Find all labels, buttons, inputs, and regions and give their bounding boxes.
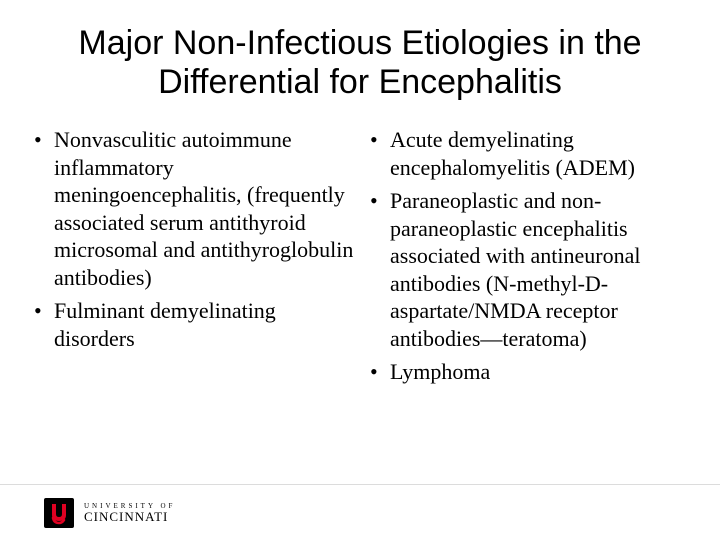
list-item: Paraneoplastic and non-paraneoplastic en… <box>390 187 690 352</box>
left-column: Nonvasculitic autoimmune inflammatory me… <box>30 126 354 392</box>
slide-title: Major Non-Infectious Etiologies in the D… <box>0 0 720 102</box>
list-item: Acute demyelinating encephalomyelitis (A… <box>390 126 690 181</box>
slide: Major Non-Infectious Etiologies in the D… <box>0 0 720 540</box>
right-column: Acute demyelinating encephalomyelitis (A… <box>366 126 690 392</box>
right-list: Acute demyelinating encephalomyelitis (A… <box>366 126 690 386</box>
logo-label-bottom: CINCINNATI <box>84 510 175 523</box>
content-columns: Nonvasculitic autoimmune inflammatory me… <box>0 102 720 392</box>
university-logo-text: UNIVERSITY OF CINCINNATI <box>84 503 175 523</box>
list-item: Nonvasculitic autoimmune inflammatory me… <box>54 126 354 291</box>
list-item: Lymphoma <box>390 358 690 386</box>
footer: UNIVERSITY OF CINCINNATI <box>0 484 720 540</box>
university-logo-icon <box>44 498 74 528</box>
list-item: Fulminant demyelinating disorders <box>54 297 354 352</box>
left-list: Nonvasculitic autoimmune inflammatory me… <box>30 126 354 352</box>
